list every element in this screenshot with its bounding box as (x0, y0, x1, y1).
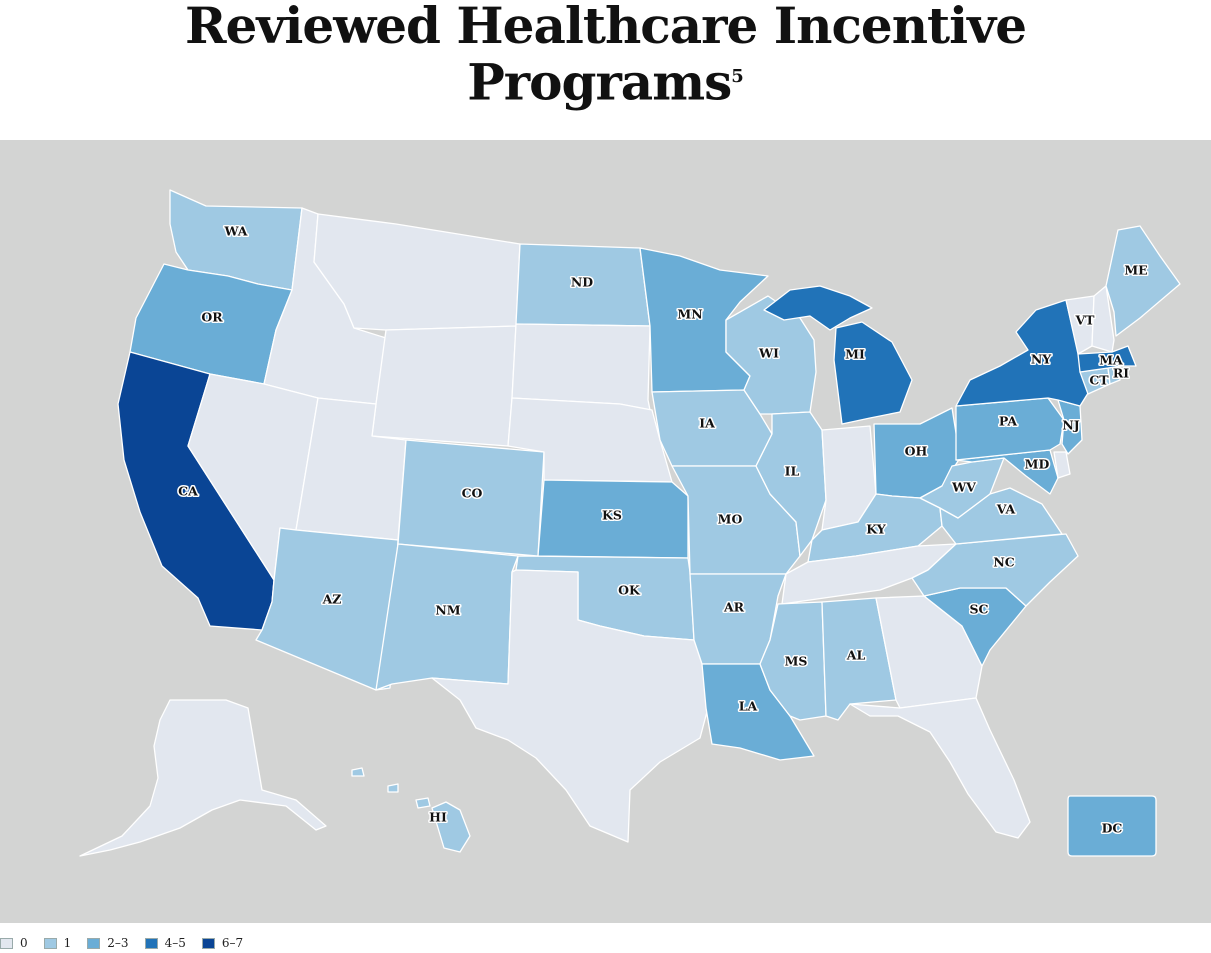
state-label-nc: NC (993, 555, 1014, 570)
state-mi[interactable] (833, 321, 913, 425)
legend-item: 0 (0, 936, 28, 950)
state-il[interactable] (755, 411, 827, 557)
state-label-nd: ND (571, 275, 593, 290)
states-layer (79, 189, 1181, 857)
legend-label: 2–3 (107, 936, 129, 950)
state-label-az: AZ (322, 592, 342, 607)
state-hi-part[interactable] (415, 797, 431, 809)
state-dc[interactable] (1067, 795, 1157, 857)
state-label-wi: WI (758, 346, 779, 361)
legend-swatch (201, 937, 215, 949)
map-panel: WA OR CA AZ CO NM ND KS OK MN IA MO AR LA WI IL MI OH KY MS… (0, 140, 1211, 923)
title-footnote: 5 (731, 66, 744, 87)
title-line-1: Reviewed Healthcare Incentive (184, 0, 1027, 55)
state-label-dc: DC (1102, 821, 1123, 836)
state-hi-part[interactable] (387, 783, 399, 793)
legend-item: 6–7 (201, 936, 244, 950)
state-label-wv: WV (951, 480, 976, 495)
state-label-pa: PA (999, 414, 1017, 429)
state-label-il: IL (785, 464, 800, 479)
state-label-mn: MN (677, 307, 702, 322)
state-label-vt: VT (1074, 313, 1095, 328)
legend-swatch (0, 937, 13, 949)
state-nc[interactable] (911, 533, 1079, 607)
state-label-hi: HI (429, 810, 447, 825)
state-label-wa: WA (224, 224, 248, 239)
us-choropleth-map: WA OR CA AZ CO NM ND KS OK MN IA MO AR LA WI IL MI OH KY MS… (79, 189, 1181, 857)
state-label-sc: SC (970, 602, 989, 617)
legend-swatch (87, 937, 101, 949)
state-label-ma: MA (1099, 353, 1123, 368)
legend-label: 4–5 (164, 936, 186, 950)
state-de[interactable] (1053, 451, 1071, 479)
state-me[interactable] (1105, 225, 1181, 337)
legend-label: 0 (20, 936, 28, 950)
state-nh[interactable] (1091, 285, 1115, 353)
legend-item: 4–5 (144, 936, 186, 950)
state-mi-part[interactable] (763, 285, 873, 331)
legend-label: 1 (63, 936, 72, 950)
state-label-ri: RI (1113, 366, 1129, 381)
state-ms[interactable] (759, 601, 827, 721)
state-label-ct: CT (1089, 373, 1109, 388)
state-label-ar: AR (723, 600, 745, 615)
state-label-va: VA (996, 502, 1016, 517)
state-label-mo: MO (718, 512, 743, 527)
legend-item: 1 (43, 936, 72, 950)
map-title: Reviewed Healthcare Incentive Programs5 (0, 0, 1211, 108)
state-label-ks: KS (602, 508, 622, 523)
state-label-la: LA (739, 699, 758, 714)
title-line-2: Programs5 (0, 51, 1211, 108)
state-label-or: OR (201, 310, 223, 325)
state-az[interactable] (255, 527, 399, 691)
state-label-nj: NJ (1062, 418, 1079, 433)
state-label-ny: NY (1031, 352, 1052, 367)
state-ak[interactable] (79, 699, 327, 857)
state-hi[interactable] (431, 801, 471, 853)
state-wy[interactable] (371, 325, 517, 447)
state-label-al: AL (846, 648, 866, 663)
state-tx[interactable] (431, 569, 709, 843)
legend-swatch (144, 937, 158, 949)
state-label-ca: CA (178, 484, 198, 499)
state-label-mi: MI (845, 347, 865, 362)
state-label-ms: MS (785, 654, 808, 669)
legend-swatch (43, 937, 57, 949)
state-label-me: ME (1124, 263, 1147, 278)
state-label-ia: IA (699, 416, 715, 431)
state-pa[interactable] (955, 397, 1065, 461)
state-label-ok: OK (618, 583, 641, 598)
state-ks[interactable] (537, 479, 689, 559)
legend-label: 6–7 (221, 936, 244, 950)
legend-item: 2–3 (87, 936, 129, 950)
state-sd[interactable] (511, 323, 651, 411)
state-label-co: CO (462, 486, 483, 501)
legend: 0 1 2–3 4–5 6–7 (0, 934, 259, 952)
title-programs: Programs (467, 52, 732, 112)
state-fl[interactable] (849, 697, 1031, 839)
state-hi-part[interactable] (351, 767, 365, 777)
state-label-nm: NM (435, 603, 460, 618)
state-label-ky: KY (866, 522, 887, 537)
state-md[interactable] (955, 449, 1059, 495)
state-label-oh: OH (905, 444, 928, 459)
labels-layer: WA OR CA AZ CO NM ND KS OK MN IA MO AR LA WI IL MI OH KY MS… (177, 222, 1150, 837)
state-label-md: MD (1025, 457, 1050, 472)
state-ma[interactable] (1077, 345, 1137, 373)
